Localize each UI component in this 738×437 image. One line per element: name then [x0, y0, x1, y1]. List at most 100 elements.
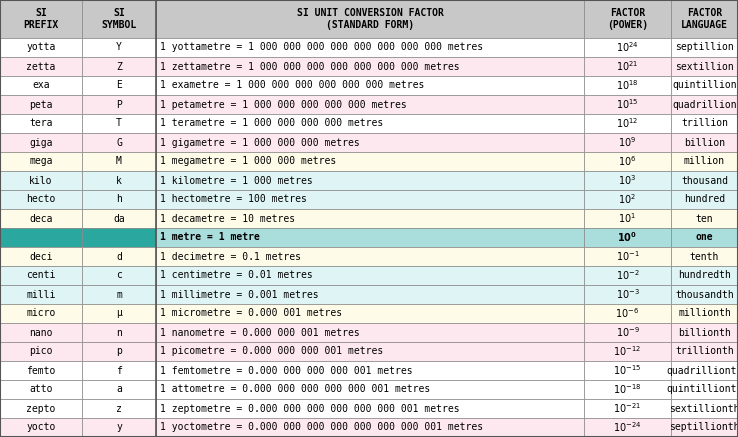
Bar — [584, 114, 671, 133]
Text: h: h — [116, 194, 122, 205]
Text: 1 metre = 1 metre: 1 metre = 1 metre — [160, 232, 260, 243]
Text: $10^{1}$: $10^{1}$ — [618, 212, 637, 225]
Text: $10^{-18}$: $10^{-18}$ — [613, 383, 642, 396]
Bar — [82, 361, 156, 380]
Bar — [671, 57, 738, 76]
Text: 1 kilometre = 1 000 metres: 1 kilometre = 1 000 metres — [160, 176, 313, 185]
Text: G: G — [116, 138, 122, 148]
Text: $10^{-2}$: $10^{-2}$ — [615, 269, 639, 282]
Text: 1 decametre = 10 metres: 1 decametre = 10 metres — [160, 214, 295, 223]
Bar — [82, 0, 156, 38]
Text: 1 yoctometre = 0.000 000 000 000 000 000 000 001 metres: 1 yoctometre = 0.000 000 000 000 000 000… — [160, 423, 483, 433]
Bar — [671, 76, 738, 95]
Text: hundred: hundred — [684, 194, 725, 205]
Text: c: c — [116, 271, 122, 281]
Bar — [584, 266, 671, 285]
Bar — [0, 285, 82, 304]
Bar — [671, 209, 738, 228]
Text: SI
PREFIX: SI PREFIX — [24, 8, 58, 30]
Bar — [0, 342, 82, 361]
Text: quadrillion: quadrillion — [672, 100, 737, 110]
Bar — [156, 361, 584, 380]
Text: sextillionth: sextillionth — [669, 403, 738, 413]
Bar — [156, 0, 584, 38]
Bar — [584, 57, 671, 76]
Text: 1 gigametre = 1 000 000 000 metres: 1 gigametre = 1 000 000 000 metres — [160, 138, 359, 148]
Bar — [82, 95, 156, 114]
Text: 1 micrometre = 0.000 001 metres: 1 micrometre = 0.000 001 metres — [160, 309, 342, 319]
Text: $10^{2}$: $10^{2}$ — [618, 193, 637, 206]
Text: $10^{18}$: $10^{18}$ — [616, 79, 639, 92]
Bar — [671, 399, 738, 418]
Text: SI UNIT CONVERSION FACTOR
(STANDARD FORM): SI UNIT CONVERSION FACTOR (STANDARD FORM… — [297, 8, 444, 30]
Bar — [156, 418, 584, 437]
Text: 1 zettametre = 1 000 000 000 000 000 000 000 metres: 1 zettametre = 1 000 000 000 000 000 000… — [160, 62, 460, 72]
Bar — [671, 228, 738, 247]
Text: yotta: yotta — [27, 42, 55, 52]
Text: million: million — [684, 156, 725, 166]
Text: $10^{24}$: $10^{24}$ — [616, 41, 639, 54]
Bar — [156, 152, 584, 171]
Bar — [156, 380, 584, 399]
Bar — [584, 190, 671, 209]
Text: exa: exa — [32, 80, 49, 90]
Text: ten: ten — [696, 214, 714, 223]
Text: $10^{15}$: $10^{15}$ — [616, 97, 639, 111]
Text: yocto: yocto — [27, 423, 55, 433]
Text: 1 attometre = 0.000 000 000 000 000 001 metres: 1 attometre = 0.000 000 000 000 000 001 … — [160, 385, 430, 395]
Text: 1 centimetre = 0.01 metres: 1 centimetre = 0.01 metres — [160, 271, 313, 281]
Bar — [156, 209, 584, 228]
Text: P: P — [116, 100, 122, 110]
Bar — [671, 114, 738, 133]
Text: $10^{9}$: $10^{9}$ — [618, 135, 637, 149]
Bar — [0, 304, 82, 323]
Text: septillion: septillion — [675, 42, 734, 52]
Text: billionth: billionth — [678, 327, 731, 337]
Text: n: n — [116, 327, 122, 337]
Bar — [671, 190, 738, 209]
Bar — [0, 266, 82, 285]
Bar — [671, 418, 738, 437]
Text: FACTOR
LANGUAGE: FACTOR LANGUAGE — [681, 8, 728, 30]
Bar — [82, 114, 156, 133]
Text: d: d — [116, 252, 122, 261]
Text: $10^{6}$: $10^{6}$ — [618, 155, 637, 168]
Bar — [82, 190, 156, 209]
Bar — [82, 38, 156, 57]
Text: tera: tera — [30, 118, 52, 128]
Text: m: m — [116, 289, 122, 299]
Bar — [156, 95, 584, 114]
Text: Y: Y — [116, 42, 122, 52]
Bar — [584, 95, 671, 114]
Text: $10^{-24}$: $10^{-24}$ — [613, 420, 642, 434]
Text: 1 decimetre = 0.1 metres: 1 decimetre = 0.1 metres — [160, 252, 301, 261]
Text: T: T — [116, 118, 122, 128]
Bar — [584, 228, 671, 247]
Bar — [82, 285, 156, 304]
Text: $\mathbf{10}^{\mathbf{0}}$: $\mathbf{10}^{\mathbf{0}}$ — [618, 231, 638, 244]
Bar — [156, 57, 584, 76]
Bar — [82, 323, 156, 342]
Bar — [584, 76, 671, 95]
Bar — [82, 380, 156, 399]
Text: $10^{-9}$: $10^{-9}$ — [615, 326, 640, 340]
Text: deci: deci — [30, 252, 52, 261]
Text: mega: mega — [30, 156, 52, 166]
Bar — [156, 266, 584, 285]
Bar — [82, 171, 156, 190]
Text: pico: pico — [30, 347, 52, 357]
Bar — [82, 133, 156, 152]
Bar — [156, 114, 584, 133]
Bar — [0, 152, 82, 171]
Bar — [156, 190, 584, 209]
Bar — [0, 171, 82, 190]
Text: k: k — [116, 176, 122, 185]
Text: $10^{-3}$: $10^{-3}$ — [615, 288, 640, 302]
Bar — [156, 133, 584, 152]
Bar — [584, 0, 671, 38]
Bar — [671, 342, 738, 361]
Text: nano: nano — [30, 327, 52, 337]
Bar — [82, 342, 156, 361]
Bar — [584, 399, 671, 418]
Text: f: f — [116, 365, 122, 375]
